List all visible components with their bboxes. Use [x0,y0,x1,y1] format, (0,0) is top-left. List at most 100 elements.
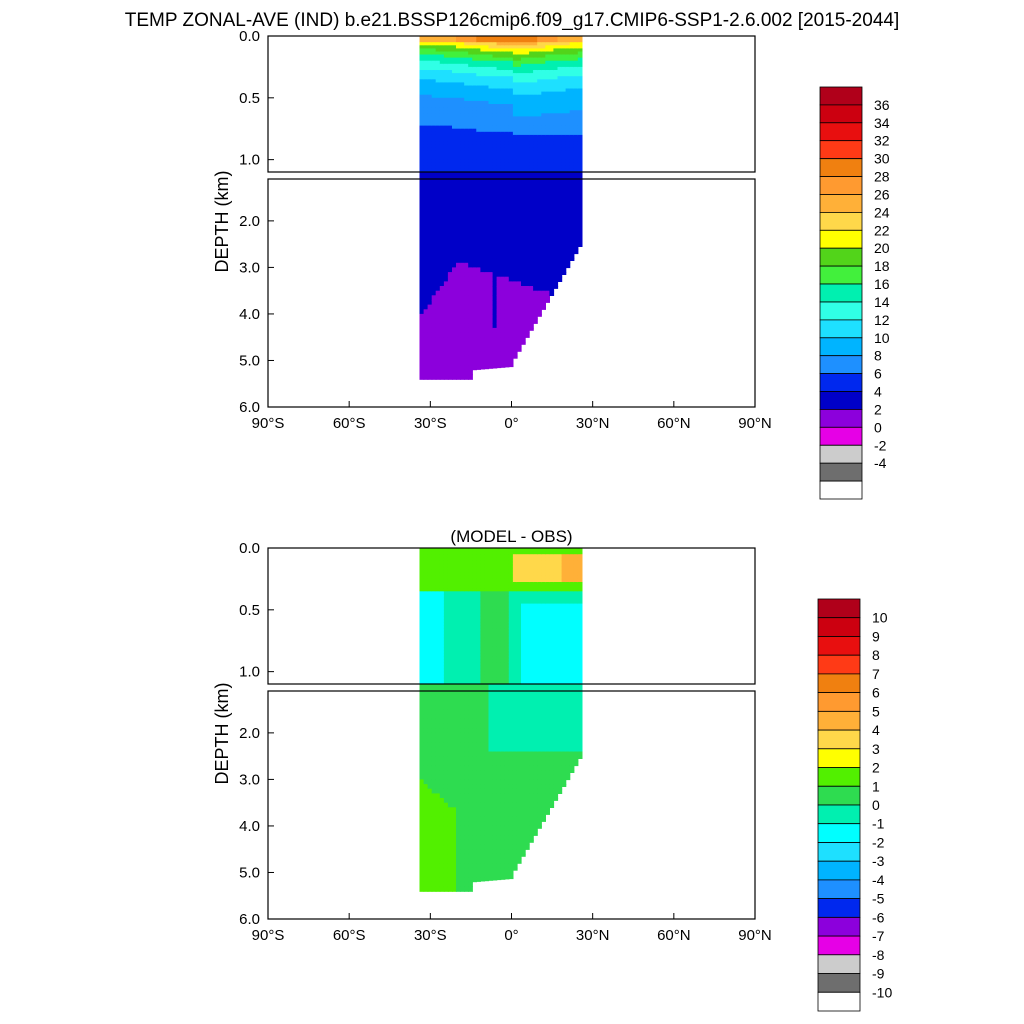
colorbar-label: -4 [874,455,887,471]
colorbar-swatch [817,973,861,993]
y-tick-label: 2.0 [239,725,260,742]
colorbar-label: 26 [874,187,890,203]
colorbar-label: 6 [874,366,882,382]
y-tick-label: 0.0 [239,540,260,557]
colorbar-label: 20 [874,240,890,256]
colorbar-label: 6 [872,685,880,701]
colorbar-swatch [819,391,863,410]
colorbar-swatch [817,785,861,806]
y-tick-label: 3.0 [239,259,260,276]
colorbar-swatch [817,636,861,656]
colorbar-label: -9 [872,966,885,982]
colorbar-label: -5 [872,891,885,907]
colorbar-swatch [817,767,861,787]
colorbar-swatch [817,991,861,1012]
colorbar-swatch [817,860,861,881]
colorbar-swatch [817,935,861,956]
colorbar-label: 10 [872,610,888,626]
y-tick-label: 1.0 [239,152,260,169]
colorbar-label: 14 [874,294,890,310]
y-axis-label: DEPTH (km) [212,683,232,785]
colorbar-label: 12 [874,312,890,328]
colorbar-swatch [819,408,863,428]
colorbar-label: -6 [872,909,885,925]
y-tick-label: 5.0 [239,864,260,881]
y-tick-label: 4.0 [239,306,260,323]
y-tick-label: 0.0 [239,28,260,45]
x-tick-label: 60°S [333,415,366,432]
y-tick-label: 6.0 [239,399,260,416]
colorbar-swatch [819,337,863,357]
x-tick-label: 0° [504,927,518,944]
colorbar-label: 1 [872,778,880,794]
colorbar-swatch [817,823,861,843]
colorbar-label: 2 [872,760,880,776]
colorbar-label: -4 [872,872,885,888]
colorbar-swatch [817,804,861,825]
x-tick-label: 30°N [576,415,610,432]
colorbar-swatch [819,247,863,267]
colorbar-label: -8 [872,947,885,963]
colorbar-swatch [819,194,863,213]
upper-frame [267,35,756,173]
colorbar-swatch [819,355,863,375]
x-tick-label: 90°N [738,927,772,944]
colorbar-label: -1 [872,816,885,832]
colorbar-label: -7 [872,928,885,944]
x-tick-label: 30°S [414,927,447,944]
colorbar-label: 7 [872,666,880,682]
colorbar-label: 8 [874,348,882,364]
colorbar-swatch [817,617,861,637]
y-tick-label: 6.0 [239,911,260,928]
x-tick-label: 60°N [657,415,691,432]
colorbar-swatch [819,211,863,231]
upper-frame [267,547,756,685]
colorbar-swatch [819,373,863,392]
colorbar-label: 2 [874,401,882,417]
colorbar-swatch [817,748,861,768]
colorbar-label: 28 [874,169,890,185]
colorbar-swatch [819,104,863,124]
y-tick-label: 2.0 [239,213,260,230]
colorbar-swatch [819,86,863,106]
x-tick-label: 0° [504,415,518,432]
y-tick-label: 3.0 [239,771,260,788]
y-tick-label: 5.0 [239,352,260,369]
colorbar-swatch [819,229,863,249]
colorbar-label: 4 [874,384,882,400]
colorbar-swatch [817,898,861,918]
colorbar-label: 34 [874,115,890,131]
colorbar-swatch [817,879,861,900]
colorbar-swatch [817,954,861,974]
x-tick-label: 90°S [252,927,285,944]
x-tick-label: 30°S [414,415,447,432]
colorbar-label: -3 [872,853,885,869]
colorbar-label: 10 [874,330,890,346]
colorbar-swatch [819,122,863,142]
panel-title: (MODEL - OBS) [450,527,572,546]
figure-title: TEMP ZONAL-AVE (IND) b.e21.BSSP126cmip6.… [125,10,899,31]
colorbar-swatch [819,283,863,303]
x-tick-label: 60°S [333,927,366,944]
colorbar-swatch [817,711,861,731]
colorbar-swatch [819,462,863,482]
colorbar-label: 18 [874,258,890,274]
colorbar-swatch [819,444,863,464]
colorbar-swatch [817,729,861,750]
colorbar-swatch [819,301,863,321]
colorbar-label: 36 [874,97,890,113]
field-cells [419,36,583,380]
x-tick-label: 60°N [657,927,691,944]
colorbar-label: 22 [874,222,890,238]
chart-panel-1: 90°S 60°S 30°S 0° 30°N 60°N 90°N 0.0 0.5 1.0 2.0 3.… [212,28,890,500]
colorbar-label: -2 [872,835,885,851]
colorbar-label: 3 [872,741,880,757]
colorbar-swatch [819,319,863,339]
y-axis-label: DEPTH (km) [212,171,232,273]
y-tick-label: 4.0 [239,818,260,835]
colorbar-swatch [819,140,863,159]
field-cells [419,548,583,892]
